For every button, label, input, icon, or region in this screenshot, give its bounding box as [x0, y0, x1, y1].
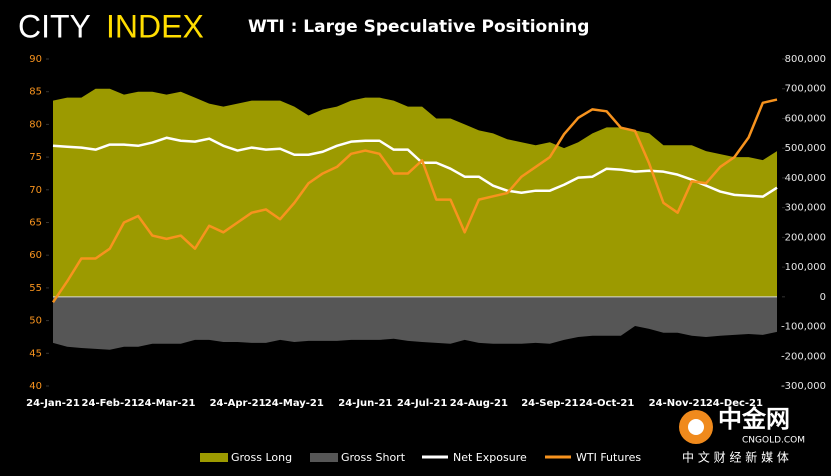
plot: 40 45 50 55 60 65 70 75 80 85 90 -300,000 -200,000 -1… — [26, 54, 826, 464]
x-tick-label: 24-Sep-21 — [521, 398, 578, 409]
logo-city: CITY — [18, 8, 91, 44]
y2-tick-label: 400,000 — [785, 173, 826, 184]
y-tick-label: 45 — [29, 348, 42, 359]
y2-tick-label: 200,000 — [785, 232, 826, 243]
legend-label: WTI Futures — [576, 451, 641, 464]
y-tick-label: 75 — [29, 152, 42, 163]
y2-tick-label: 300,000 — [785, 203, 826, 214]
watermark-name: 中金网 — [718, 405, 790, 433]
y2-tick-label: 500,000 — [785, 143, 826, 154]
x-tick-label: 24-Aug-21 — [450, 398, 508, 409]
line — [52, 136, 778, 198]
x-tick-label: 24-Mar-21 — [138, 398, 196, 409]
y2-tick-label: 100,000 — [785, 262, 826, 273]
x-tick-label: 24-Nov-21 — [649, 398, 707, 409]
x-tick-label: 24-Apr-21 — [210, 398, 266, 409]
y-tick-label: 55 — [29, 283, 42, 294]
x-tick-label: 24-Jun-21 — [338, 398, 392, 409]
logo-index: INDEX — [106, 8, 204, 44]
watermark-icon-inner — [688, 419, 704, 435]
y2-tick-label: -100,000 — [781, 322, 826, 333]
y2-tick-label: 700,000 — [785, 84, 826, 95]
y-tick-label: 70 — [29, 185, 42, 196]
y-tick-label: 60 — [29, 250, 42, 261]
chart-title: WTI : Large Speculative Positioning — [248, 17, 589, 37]
area — [53, 296, 777, 350]
watermark-site: CNGOLD.COM — [742, 436, 805, 446]
legend-swatch — [310, 453, 338, 462]
y2-tick-label: -300,000 — [781, 381, 826, 392]
y-tick-label: 80 — [29, 119, 42, 130]
x-tick-label: 24-Jul-21 — [397, 398, 447, 409]
y-tick-label: 90 — [29, 54, 42, 65]
y-tick-label: 65 — [29, 218, 42, 229]
legend-label: Gross Long — [231, 451, 292, 464]
y-tick-label: 85 — [29, 87, 42, 98]
watermark-tagline: 中 文 财 经 新 媒 体 — [682, 450, 789, 465]
x-tick-label: 24-May-21 — [265, 398, 324, 409]
y2-tick-label: 600,000 — [785, 113, 826, 124]
x-tick-label: 24-Oct-21 — [579, 398, 634, 409]
legend-swatch — [200, 453, 228, 462]
y2-tick-label: 0 — [820, 292, 826, 303]
legend-label: Gross Short — [341, 451, 406, 464]
area — [53, 88, 777, 297]
x-tick-label: 24-Dec-21 — [706, 398, 763, 409]
y2-tick-label: -200,000 — [781, 351, 826, 362]
y-tick-label: 40 — [29, 381, 42, 392]
x-tick-label: 24-Jan-21 — [26, 398, 80, 409]
y2-tick-label: 800,000 — [785, 54, 826, 65]
line — [51, 98, 778, 303]
x-tick-label: 24-Feb-21 — [82, 398, 139, 409]
y-tick-label: 50 — [29, 316, 42, 327]
legend-label: Net Exposure — [453, 451, 527, 464]
